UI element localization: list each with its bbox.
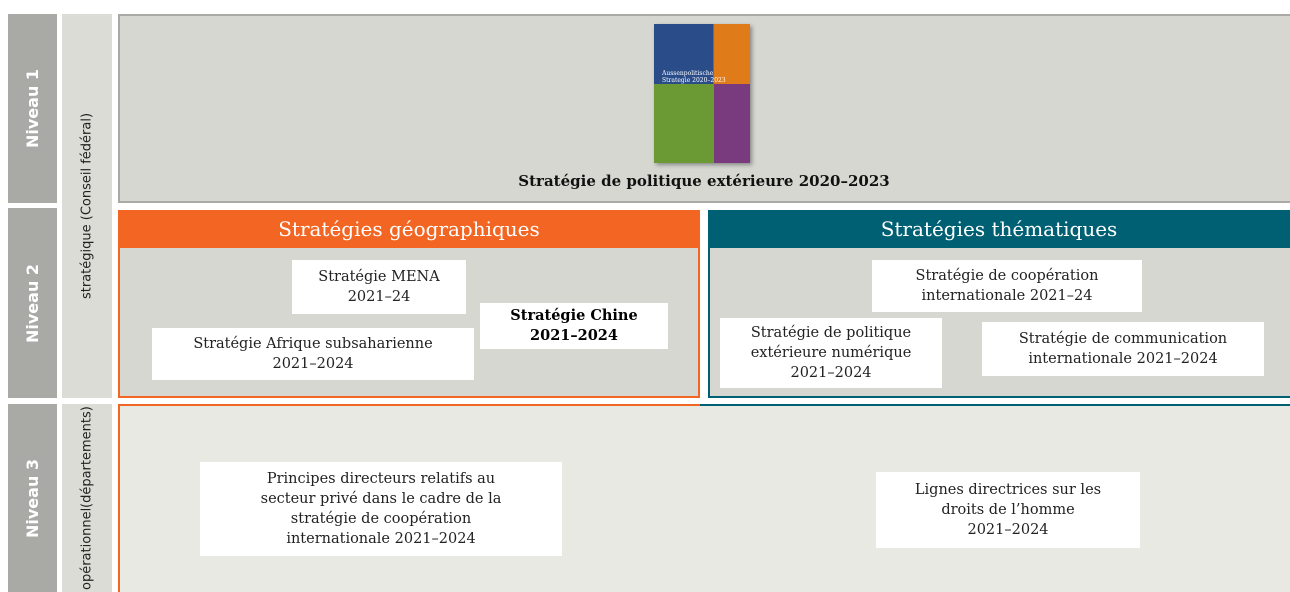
text-line: internationale 2021–24 bbox=[922, 286, 1093, 306]
caption: Stratégie de politique extérieure 2020–2… bbox=[118, 172, 1290, 190]
level-text: Niveau 2 bbox=[8, 208, 57, 398]
text-line: Aussenpolitische bbox=[662, 70, 726, 77]
text-line: Stratégie de politique bbox=[751, 323, 911, 343]
text-line: Principes directeurs relatifs au bbox=[267, 469, 495, 489]
level-text: Niveau 1 bbox=[8, 14, 57, 203]
level3-border bbox=[700, 404, 1290, 406]
text-line: Stratégie Chine bbox=[510, 306, 637, 326]
text-line: internationale 2021–2024 bbox=[286, 529, 475, 549]
text-line: Stratégie de communication bbox=[1019, 329, 1227, 349]
text-line: Strategie 2020–2023 bbox=[662, 77, 726, 84]
text-line: (départements) bbox=[80, 406, 95, 508]
text-line: Lignes directrices sur les bbox=[915, 480, 1101, 500]
text-line: Stratégie Afrique subsaharienne bbox=[193, 334, 432, 354]
text-line: secteur privé dans le cadre de la bbox=[261, 489, 502, 509]
text-line: droits de l’homme bbox=[941, 500, 1074, 520]
text-line: internationale 2021–2024 bbox=[1028, 349, 1217, 369]
scope: stratégique (Conseil fédéral) bbox=[62, 14, 112, 398]
text-line: 2021–24 bbox=[348, 287, 411, 307]
scope-text: opérationnel(départements) bbox=[62, 404, 112, 592]
level-label: Niveau 1 bbox=[8, 14, 57, 203]
text-line: Stratégie MENA bbox=[318, 267, 439, 287]
level-label: Niveau 2 bbox=[8, 208, 57, 398]
text-line: 2021–2024 bbox=[530, 326, 618, 346]
text-line: Stratégie de coopération bbox=[916, 266, 1099, 286]
text-line: 2021–2024 bbox=[967, 520, 1048, 540]
level-text: Niveau 3 bbox=[8, 404, 57, 592]
text-line: 2021–2024 bbox=[790, 363, 871, 383]
level-label: Niveau 3 bbox=[8, 404, 57, 592]
theme-header: Stratégies thématiques bbox=[708, 210, 1290, 248]
page: Niveau 1 Niveau 2 Niveau 3 stratégique (… bbox=[0, 0, 1290, 592]
text-line: extérieure numérique bbox=[751, 343, 912, 363]
text-line: stratégie de coopération bbox=[291, 509, 471, 529]
scope-text: stratégique (Conseil fédéral) bbox=[62, 14, 112, 398]
text-line: 2021–2024 bbox=[272, 354, 353, 374]
scope: opérationnel(départements) bbox=[62, 404, 112, 592]
geo-header: Stratégies géographiques bbox=[118, 210, 700, 248]
text-line: opérationnel bbox=[80, 508, 95, 590]
